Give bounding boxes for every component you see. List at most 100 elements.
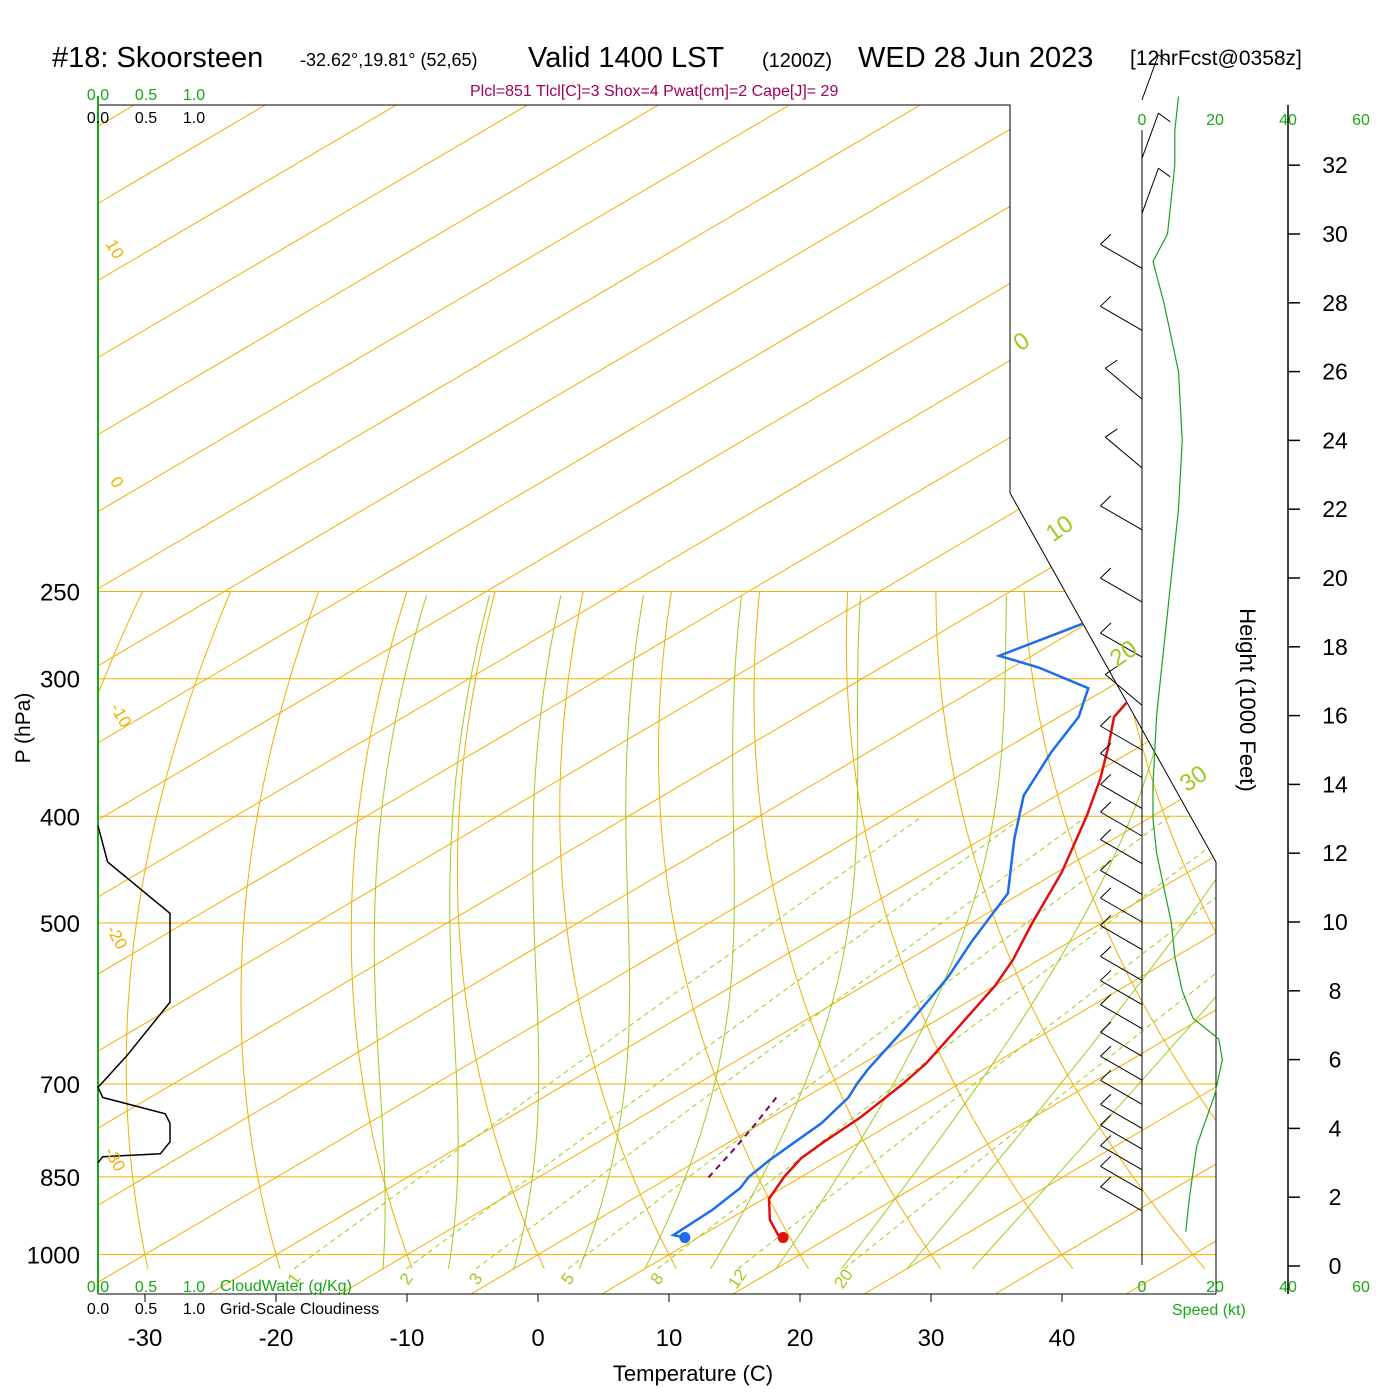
height-tick-label: 4 xyxy=(1329,1115,1342,1141)
pressure-tick-label: 500 xyxy=(40,911,80,938)
pressure-tick-label: 1000 xyxy=(27,1243,80,1270)
valid-time: Valid 1400 LST xyxy=(528,42,725,74)
plot-frame xyxy=(97,96,1217,1295)
wind-barb xyxy=(1104,367,1143,400)
wind-barb-flag xyxy=(1100,1176,1112,1188)
wind-barb xyxy=(1100,956,1143,981)
wind-barb xyxy=(1100,897,1143,923)
temperature-tick-label: 30 xyxy=(918,1325,945,1352)
y-axis-title: P (hPa) xyxy=(12,693,35,764)
cloudwater-tick-top: 0.5 xyxy=(135,87,157,104)
wind-barb xyxy=(1100,811,1143,837)
wind-barb-flag xyxy=(1100,622,1112,634)
temperature-tick-label: -20 xyxy=(259,1325,294,1352)
dry-adiabat xyxy=(1111,591,1216,1270)
thermo-grid xyxy=(98,105,1400,1294)
cloudwater-label: CloudWater (g/Kg) xyxy=(220,1278,352,1295)
wind-barb xyxy=(1104,436,1143,469)
height-tick-label: 26 xyxy=(1322,359,1348,385)
wind-speed-profile xyxy=(1152,96,1223,1232)
moist-adiabat xyxy=(513,595,562,1269)
moist-adiabat xyxy=(710,595,861,1269)
wind-barb-flag xyxy=(1100,1155,1112,1167)
cloudiness-tick-top: 0.5 xyxy=(135,110,157,127)
mixing-ratio-label: 3 xyxy=(465,1270,486,1289)
wind-barb-flag xyxy=(1100,1045,1112,1057)
sounding-profiles xyxy=(670,594,1175,1244)
pressure-tick-label: 400 xyxy=(40,804,80,831)
isotherm-line xyxy=(98,105,790,1294)
height-tick-label: 16 xyxy=(1322,703,1348,729)
isotherm-line xyxy=(863,105,1216,1294)
cloudiness-label: Grid-Scale Cloudiness xyxy=(220,1301,379,1318)
mixing-ratio-line xyxy=(293,815,923,1270)
wind-barb-flag xyxy=(1100,887,1112,899)
moist-adiabat-label: 30 xyxy=(1175,760,1212,797)
wind-barb-flag xyxy=(1100,1021,1112,1033)
wind-barb-flag xyxy=(1100,829,1112,840)
height-tick-label: 6 xyxy=(1329,1047,1342,1073)
wind-barb-flag xyxy=(1100,859,1112,871)
height-tick-label: 24 xyxy=(1322,427,1348,453)
wind-barb xyxy=(1100,577,1143,603)
wind-barb xyxy=(1104,674,1143,706)
cloudwater-tick-bottom: 0.0 xyxy=(87,1279,109,1296)
isotherm-line xyxy=(339,105,1216,1294)
temperature-tick-label: 10 xyxy=(656,1325,683,1352)
cloudiness-tick-bottom: 0.0 xyxy=(87,1301,109,1318)
wind-speed-tick-bottom: 0 xyxy=(1138,1279,1147,1296)
mixing-ratio-line xyxy=(657,815,1216,1270)
isotherm-line xyxy=(98,105,1216,1294)
moist-adiabat xyxy=(972,595,1216,1270)
wind-barb xyxy=(1100,632,1143,658)
moist-adiabat-label: 0 xyxy=(1008,327,1034,357)
isotherm-line xyxy=(98,105,397,1294)
cloudiness-tick-bottom: 1.0 xyxy=(183,1301,205,1318)
dry-adiabat xyxy=(657,591,809,1269)
dry-adiabat xyxy=(1023,591,1216,1270)
mixing-ratio-label: 12 xyxy=(724,1266,750,1292)
wind-speed-axis-title: Speed (kt) xyxy=(1172,1302,1246,1319)
wind-barb xyxy=(1100,925,1143,950)
wind-barb xyxy=(1100,980,1143,1005)
wind-speed-tick-top: 60 xyxy=(1352,112,1370,129)
height-tick-label: 14 xyxy=(1322,771,1348,797)
dry-adiabat xyxy=(1377,592,1400,1269)
wind-barb-flag xyxy=(1104,428,1118,438)
moist-adiabat-label: 10 xyxy=(1041,510,1078,547)
dry-adiabat-label: -20 xyxy=(102,922,131,953)
isotherm-line xyxy=(98,105,1052,1294)
dewpoint-profile xyxy=(670,594,1175,1239)
isotherm-line xyxy=(98,105,1216,1294)
mixing-ratio-label: 5 xyxy=(557,1270,578,1289)
wind-barb-flag xyxy=(1158,167,1171,178)
wind-barb xyxy=(1141,54,1159,101)
cloudwater-tick-top: 1.0 xyxy=(183,87,205,104)
station-coordinates: -32.62°,19.81° (52,65) xyxy=(300,50,478,70)
wind-barb xyxy=(1100,784,1143,809)
wind-barb xyxy=(1100,1079,1143,1105)
dry-adiabat-label: -30 xyxy=(100,1144,129,1175)
wind-barb-flag xyxy=(1100,495,1112,507)
mixing-ratio-label: 8 xyxy=(646,1270,667,1289)
height-tick-label: 30 xyxy=(1322,221,1348,247)
pressure-tick-label: 700 xyxy=(40,1072,80,1099)
wind-barb xyxy=(1100,1186,1143,1212)
wind-barb xyxy=(1100,1103,1143,1129)
wind-barb-flag xyxy=(1100,970,1112,981)
isotherm-line xyxy=(98,105,266,1294)
wind-barb xyxy=(1100,505,1143,531)
isotherm-line xyxy=(98,105,1216,1294)
wind-barb-flag xyxy=(1100,233,1112,245)
wind-barb-flag xyxy=(1100,1114,1112,1126)
x-axis-title: Temperature (C) xyxy=(613,1361,773,1386)
cloudwater-tick-bottom: 1.0 xyxy=(183,1279,205,1296)
wind-barb xyxy=(1141,113,1159,159)
dry-adiabat xyxy=(935,591,1206,1270)
height-tick-label: 0 xyxy=(1329,1253,1342,1279)
wind-barb-flag xyxy=(1100,801,1112,813)
wind-barb xyxy=(1100,243,1143,269)
moist-adiabat xyxy=(579,595,644,1269)
